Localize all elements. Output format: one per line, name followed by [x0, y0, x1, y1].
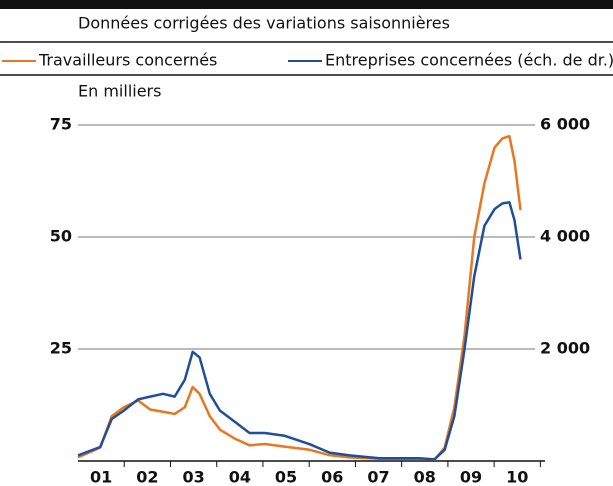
y-axis-label: En milliers: [78, 82, 161, 101]
legend-label: Travailleurs concernés: [38, 51, 217, 70]
legend-label: Entreprises concernées (éch. de dr.): [325, 51, 613, 70]
chart-subtitle: Données corrigées des variations saisonn…: [78, 14, 450, 33]
y2-tick-label: 4 000: [540, 227, 590, 246]
x-tick-label: 02: [136, 468, 158, 486]
series-line: [77, 201, 522, 461]
x-tick-label: 05: [275, 468, 297, 486]
y2-tick-label: 2 000: [540, 339, 590, 358]
x-tick-label: 10: [506, 468, 528, 486]
x-tick-label: 01: [90, 468, 112, 486]
y-tick-label: 50: [50, 227, 72, 246]
x-tick-label: 09: [460, 468, 482, 486]
x-tick-label: 08: [414, 468, 436, 486]
x-tick-label: 04: [229, 468, 251, 486]
y-tick-label: 25: [50, 339, 72, 358]
x-tick-label: 07: [367, 468, 389, 486]
series-line: [77, 134, 522, 461]
y2-tick-label: 6 000: [540, 115, 590, 134]
header-bar: [0, 0, 613, 9]
x-tick-label: 03: [182, 468, 204, 486]
y-tick-label: 75: [50, 115, 72, 134]
x-tick-label: 06: [321, 468, 343, 486]
